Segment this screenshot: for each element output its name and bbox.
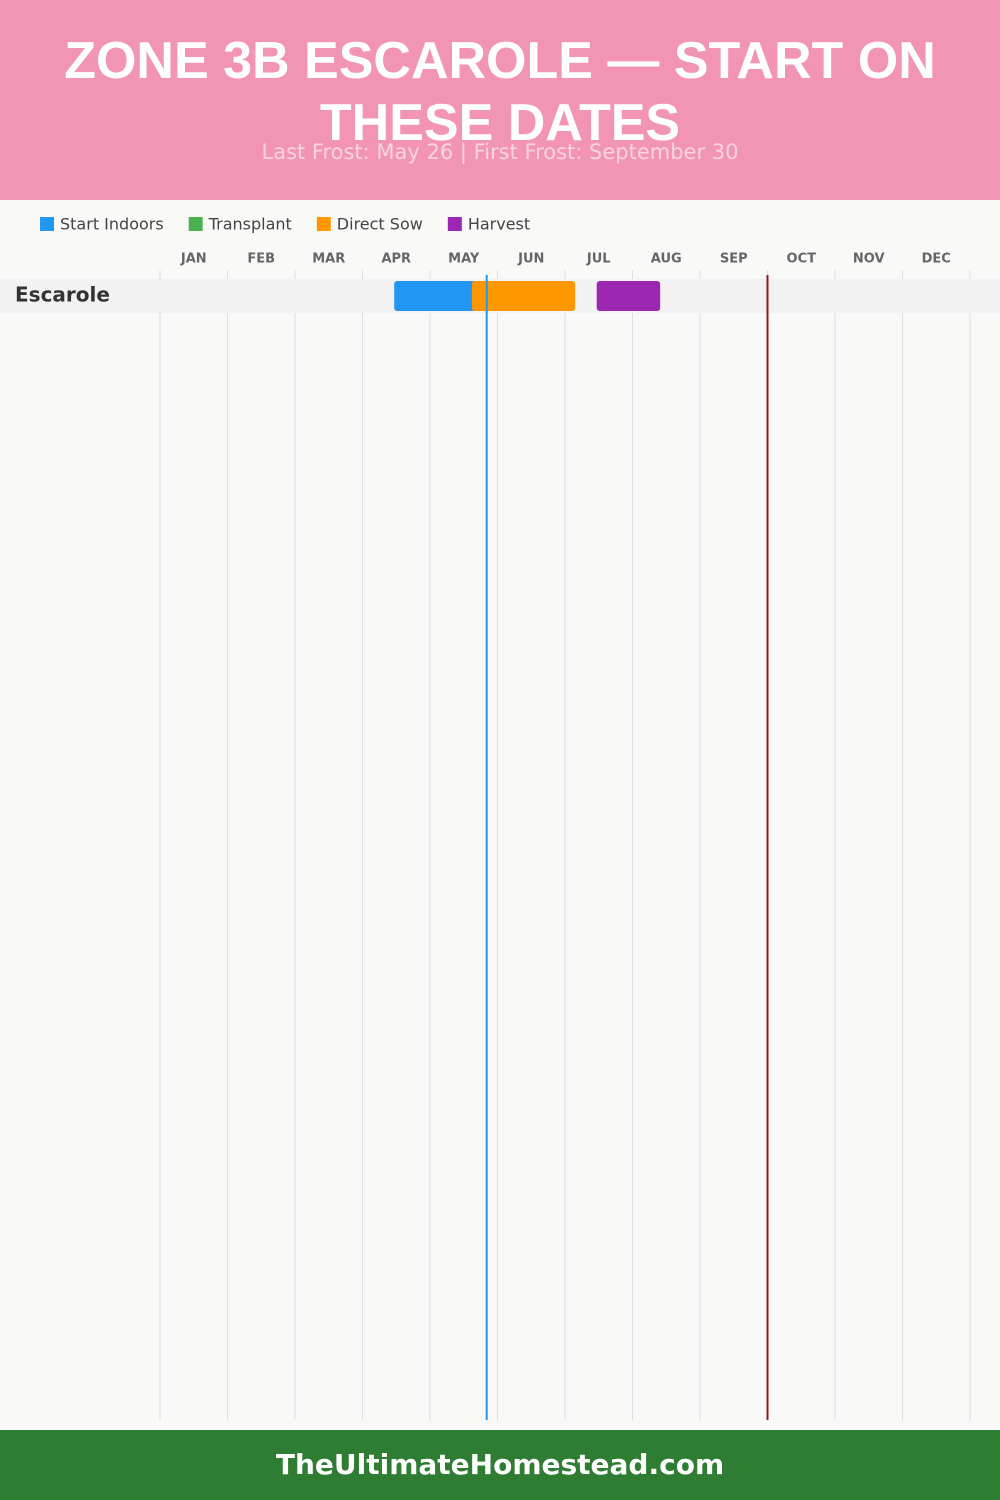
footer: TheUltimateHomestead.com	[0, 1430, 1000, 1500]
x-tick-label: OCT	[787, 252, 817, 267]
legend-swatch	[40, 217, 54, 231]
legend-swatch	[188, 217, 203, 231]
x-tick-label: APR	[381, 252, 411, 267]
x-tick-label: JUL	[586, 252, 611, 267]
x-tick-label: JAN	[180, 252, 207, 267]
bar	[394, 281, 487, 311]
bar	[596, 281, 661, 311]
x-tick-label: SEP	[720, 252, 748, 267]
x-tick-label: FEB	[247, 252, 275, 267]
legend-swatch	[316, 217, 331, 231]
x-tick-label: NOV	[853, 252, 885, 267]
chart-title: ZONE 3B ESCAROLE — START ON THESE DATES	[64, 32, 936, 152]
x-tick-label: MAY	[448, 252, 480, 267]
legend-label: Harvest	[468, 215, 530, 234]
legend-label: Transplant	[208, 215, 292, 234]
row-label: Escarole	[15, 283, 110, 307]
chart: Start Indoors Transplant Direct Sow Harvest…	[0, 215, 1000, 1420]
x-tick-label: MAR	[312, 252, 345, 267]
legend-label: Start Indoors	[60, 215, 164, 234]
chart-subtitle: Last Frost: May 26 | First Frost: Septem…	[261, 140, 739, 164]
header: ZONE 3B ESCAROLE — START ON THESE DATES …	[0, 0, 1000, 200]
legend-label: Direct Sow	[337, 215, 423, 234]
x-tick-label: JUN	[517, 252, 544, 267]
x-tick-label: AUG	[651, 252, 682, 267]
x-tick-label: DEC	[922, 252, 951, 267]
legend-swatch	[447, 217, 462, 231]
bar	[471, 281, 576, 311]
